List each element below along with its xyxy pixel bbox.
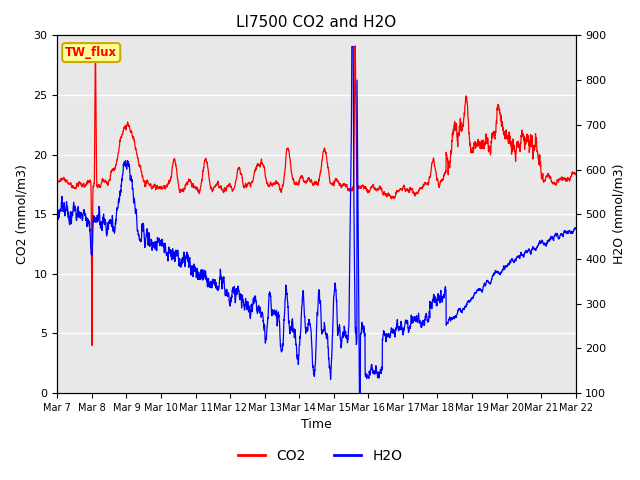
CO2 [88, 343, 96, 348]
H2O [275, 314, 282, 320]
H2O [562, 229, 570, 235]
H2O [356, 390, 364, 396]
Y-axis label: H2O (mmol/m3): H2O (mmol/m3) [612, 164, 625, 264]
CO2 [143, 177, 151, 183]
Y-axis label: CO2 (mmol/m3): CO2 (mmol/m3) [15, 164, 28, 264]
Text: TW_flux: TW_flux [65, 46, 117, 59]
H2O [572, 225, 579, 230]
H2O [506, 258, 514, 264]
CO2 [562, 178, 570, 184]
CO2 [506, 133, 514, 139]
Line: H2O: H2O [58, 47, 575, 393]
H2O [113, 209, 120, 215]
Title: LI7500 CO2 and H2O: LI7500 CO2 and H2O [236, 15, 397, 30]
H2O [54, 216, 61, 222]
CO2 [351, 43, 359, 48]
H2O [348, 44, 356, 49]
CO2 [54, 178, 61, 184]
H2O [143, 229, 151, 235]
X-axis label: Time: Time [301, 419, 332, 432]
CO2 [572, 172, 579, 178]
Line: CO2: CO2 [58, 46, 575, 346]
CO2 [113, 159, 120, 165]
Legend: CO2, H2O: CO2, H2O [232, 443, 408, 468]
CO2 [275, 181, 283, 187]
CO2 [252, 167, 260, 172]
H2O [252, 298, 260, 304]
